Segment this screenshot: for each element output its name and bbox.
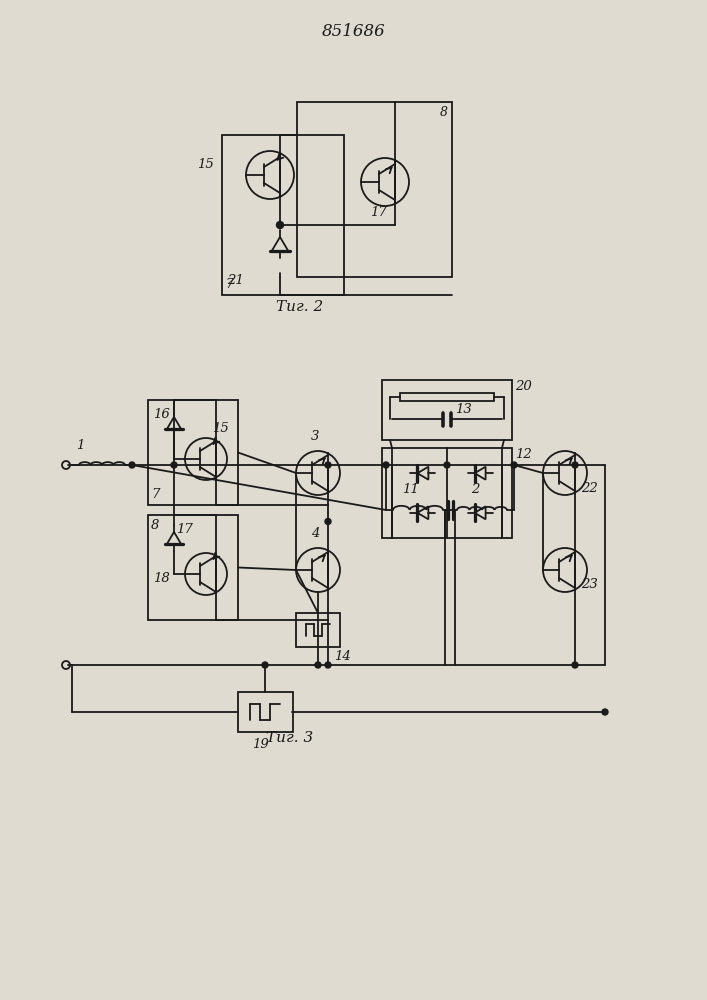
Circle shape	[444, 462, 450, 468]
Text: 8: 8	[440, 106, 448, 119]
Text: 8: 8	[151, 519, 159, 532]
Text: 1: 1	[76, 439, 84, 452]
Circle shape	[383, 462, 389, 468]
Circle shape	[602, 709, 608, 715]
Circle shape	[315, 662, 321, 668]
Text: 14: 14	[334, 650, 351, 663]
Circle shape	[325, 518, 331, 524]
Circle shape	[171, 462, 177, 468]
Text: 20: 20	[515, 380, 532, 393]
Text: 19: 19	[252, 738, 269, 751]
Text: 13: 13	[455, 403, 472, 416]
Text: 4: 4	[311, 527, 319, 540]
Circle shape	[262, 662, 268, 668]
Circle shape	[325, 462, 331, 468]
Text: 18: 18	[153, 572, 170, 584]
Text: 21: 21	[227, 273, 244, 286]
Circle shape	[572, 662, 578, 668]
Bar	[148, 515, 238, 620]
Text: 851686: 851686	[322, 23, 386, 40]
Circle shape	[572, 462, 578, 468]
Text: Τиг. 2: Τиг. 2	[276, 300, 324, 314]
Text: 17: 17	[370, 206, 387, 219]
Text: 7: 7	[151, 488, 159, 501]
Bar	[296, 613, 340, 647]
Circle shape	[511, 462, 517, 468]
Circle shape	[129, 462, 135, 468]
Text: 17: 17	[176, 523, 193, 536]
Text: 11: 11	[402, 483, 419, 496]
Text: 15: 15	[197, 158, 214, 172]
Text: 7: 7	[225, 278, 233, 291]
Text: 2: 2	[471, 483, 479, 496]
Bar	[382, 380, 512, 440]
Circle shape	[325, 662, 331, 668]
Text: 22: 22	[581, 482, 597, 494]
Text: 12: 12	[515, 448, 532, 461]
Text: 15: 15	[212, 422, 229, 434]
Bar	[222, 135, 344, 295]
Bar	[148, 400, 238, 505]
Bar	[382, 448, 512, 538]
Text: 16: 16	[153, 408, 170, 421]
Text: 3: 3	[311, 430, 319, 443]
Bar	[400, 393, 494, 401]
Text: Τиг. 3: Τиг. 3	[267, 731, 314, 745]
Bar	[297, 102, 452, 277]
Text: 23: 23	[581, 578, 597, 591]
Bar	[238, 692, 293, 732]
Circle shape	[276, 222, 284, 229]
